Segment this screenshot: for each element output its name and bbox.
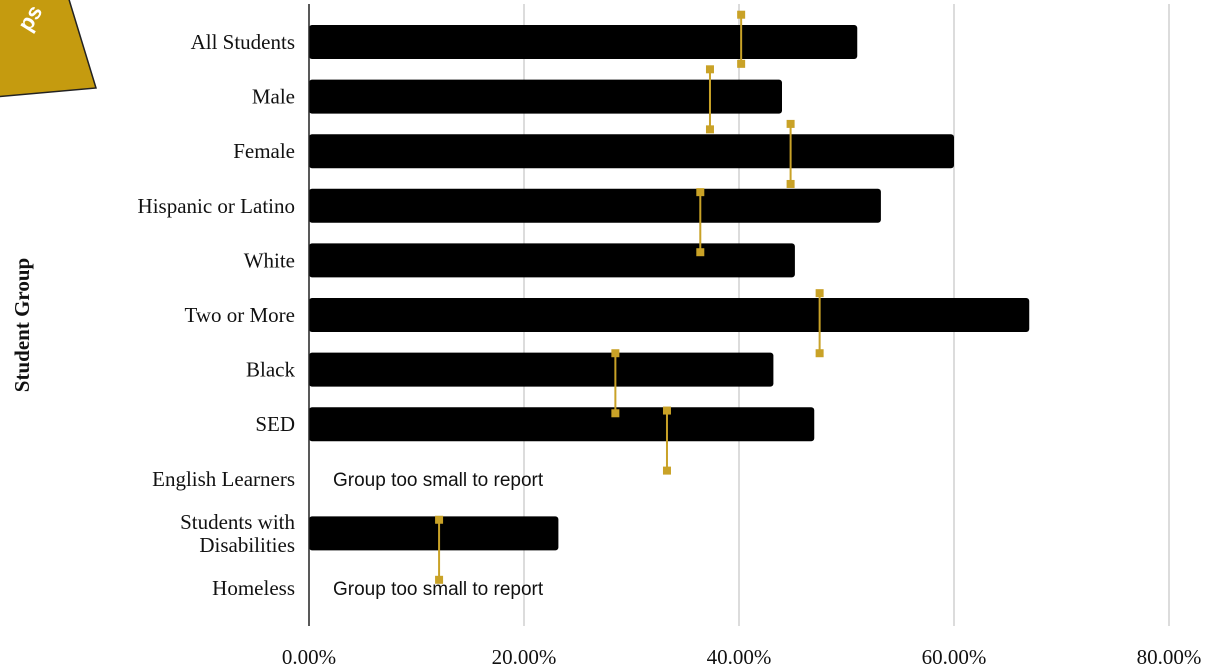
bar: [309, 407, 815, 442]
category-label: Male: [252, 85, 295, 109]
bar: [309, 188, 881, 223]
bar: [309, 352, 774, 387]
comparison-range: [705, 65, 714, 134]
x-tick-label: 0.00%: [282, 645, 336, 669]
x-tick-label: 80.00%: [1137, 645, 1202, 669]
annotation-label: Group too small to report: [333, 470, 544, 491]
bar: [309, 25, 858, 59]
x-tick-labels: 0.00% 20.00% 40.00% 60.00% 80.00%: [282, 645, 1202, 669]
annotations: Group too small to report Group too small…: [333, 470, 544, 600]
category-label: Black: [246, 358, 295, 382]
category-label: Female: [233, 139, 295, 163]
category-label: Homeless: [212, 576, 295, 600]
category-label: SED: [255, 412, 295, 436]
bar: [309, 79, 782, 114]
category-label: Students with Disabilities: [180, 510, 295, 557]
bar: [309, 243, 795, 278]
x-tick-label: 60.00%: [922, 645, 987, 669]
category-label: All Students: [191, 30, 295, 54]
category-label: Hispanic or Latino: [138, 194, 295, 218]
category-labels: All Students Male Female Hispanic or Latino…: [138, 30, 296, 600]
x-tick-label: 20.00%: [492, 645, 557, 669]
corner-tag-shape: [0, 0, 97, 98]
comparison-ranges: [435, 10, 824, 584]
comparison-range: [435, 515, 444, 584]
comparison-range: [662, 406, 671, 475]
category-label: English Learners: [152, 467, 295, 491]
comparison-range: [611, 349, 620, 418]
comparison-range: [815, 289, 824, 358]
y-axis-title: Student Group: [10, 258, 34, 392]
category-label: Two or More: [184, 303, 295, 327]
corner-tag: ps: [0, 0, 97, 98]
bar: [309, 516, 559, 551]
x-tick-label: 40.00%: [707, 645, 772, 669]
annotation-label: Group too small to report: [333, 579, 544, 600]
bar: [309, 298, 1030, 332]
bar: [309, 134, 954, 169]
comparison-range: [786, 119, 795, 188]
bars: [309, 25, 1030, 551]
comparison-range: [696, 188, 705, 257]
comparison-range: [737, 10, 746, 68]
category-label: White: [244, 248, 295, 272]
